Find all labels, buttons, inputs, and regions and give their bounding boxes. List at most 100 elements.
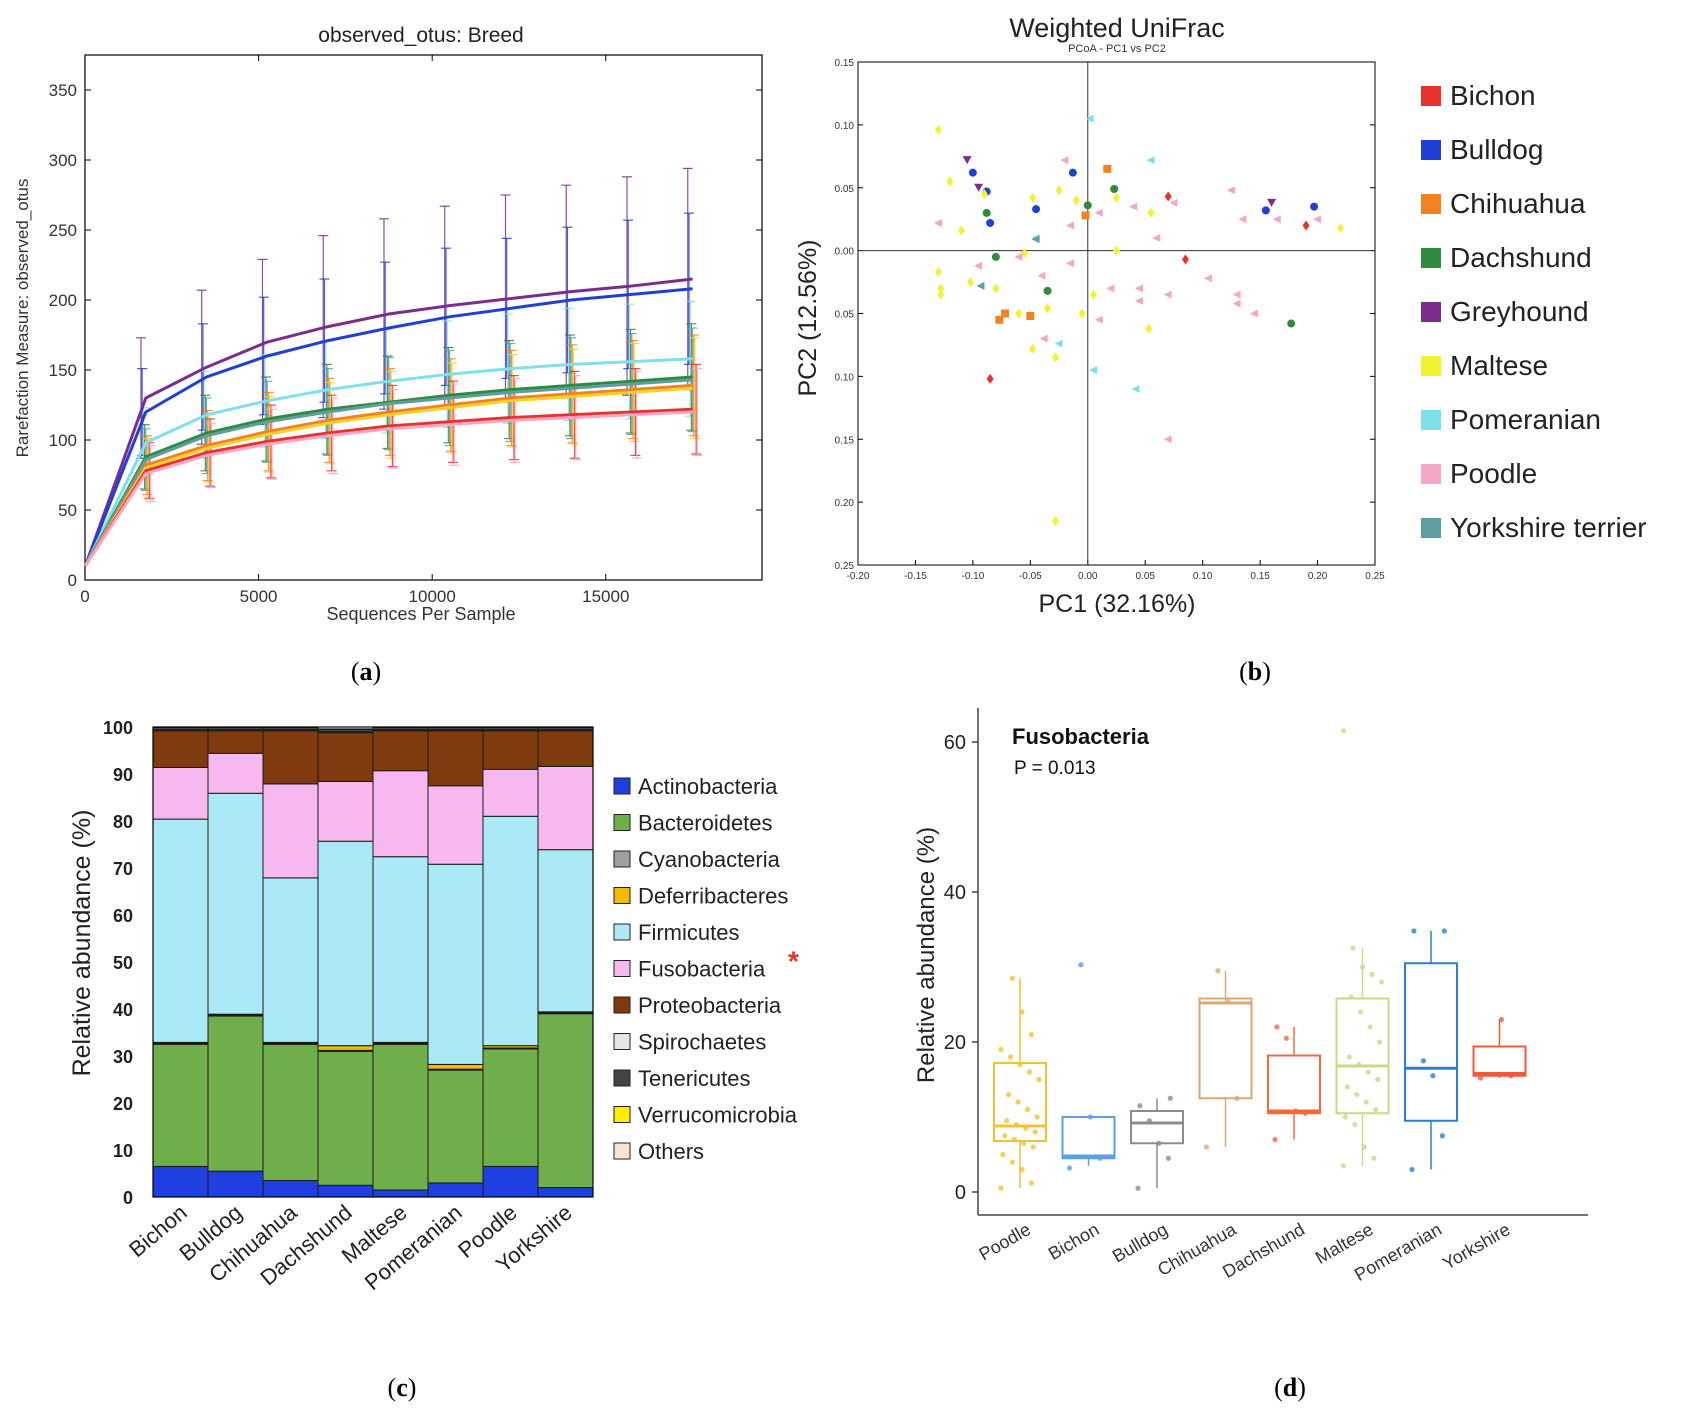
panel-a-label: a — [360, 657, 373, 686]
panel-b-point-poodle — [1134, 296, 1143, 305]
panel-c-label: c — [396, 1373, 408, 1402]
panel-b-subtitle: PCoA - PC1 vs PC2 — [1068, 43, 1166, 55]
panel-d-data-point — [1371, 1155, 1377, 1161]
panel-a-plot-frame — [84, 54, 763, 581]
panel-b-legend-swatch — [1421, 410, 1441, 430]
panel-d-label: d — [1283, 1373, 1298, 1402]
panel-c-bar-segment-fusobacteria — [152, 766, 209, 820]
panel-c-legend-swatch — [613, 1142, 631, 1160]
panel-b-point-maltese — [1072, 195, 1080, 206]
panel-b-point-poodle — [1066, 221, 1075, 230]
panel-c-bar-segment-actinobacteria — [537, 1187, 594, 1198]
panel-d-data-point — [1498, 1016, 1504, 1023]
panel-d-data-point — [1019, 1009, 1025, 1015]
panel-c-legend-label: Fusobacteria — [638, 957, 766, 982]
panel-d-ytick-label: 60 — [944, 732, 966, 754]
panel-c-bar-segment-bacteroidetes — [207, 1015, 264, 1172]
panel-d-data-point — [1430, 1073, 1436, 1079]
panel-d-data-point — [1373, 1106, 1379, 1113]
panel-a-ytick-label: 150 — [49, 361, 77, 380]
panel-b-xtick-label: 0.20 — [1308, 571, 1328, 582]
panel-d-box-bichon — [1061, 1116, 1116, 1160]
panel-b-point-maltese — [937, 283, 945, 294]
panel-d-data-point — [1340, 728, 1347, 734]
panel-b-point-poodle — [1232, 290, 1241, 299]
panel-b-point-bulldog — [1068, 168, 1077, 177]
panel-b-xtick-label: 0.00 — [1078, 571, 1098, 582]
panel-c-significance-marker: * — [788, 946, 799, 977]
panel-d-data-point — [1302, 1110, 1308, 1116]
panel-b-point-maltese — [1090, 289, 1098, 300]
panel-c-bar-segment-firmicutes — [317, 840, 374, 1047]
panel-b-legend-swatch — [1421, 140, 1441, 160]
panel-d-category-label: Poodle — [975, 1219, 1034, 1264]
panel-d-data-point — [1346, 1054, 1352, 1060]
panel-b-point-maltese — [1145, 323, 1153, 334]
panel-d-data-point — [1342, 1114, 1348, 1120]
panel-d-box-chihuahua — [1198, 997, 1253, 1100]
panel-b-legend: Bichon Bulldog Chihuahua Dachshund Greyhound… — [1421, 80, 1647, 543]
panel-d-data-point — [1004, 1118, 1010, 1124]
panel-c-legend-swatch — [613, 923, 631, 941]
panel-b-pcoa-chart: Weighted UniFrac PCoA - PC1 vs PC2 PC1 (… — [794, 13, 1647, 686]
panel-b-point-chihuahua — [1103, 164, 1112, 173]
panel-b-point-bichon — [1302, 220, 1310, 231]
panel-b-point-bulldog — [1032, 205, 1041, 214]
panel-b-point-poodle — [1094, 208, 1103, 217]
panel-c-bar-segment-bacteroidetes — [482, 1048, 539, 1167]
panel-b-point-maltese — [1052, 352, 1060, 363]
panel-d-data-point — [1002, 1133, 1008, 1139]
panel-d-data-point — [998, 1185, 1004, 1191]
panel-b-legend-swatch — [1421, 194, 1441, 214]
panel-d-data-point — [1030, 1144, 1036, 1150]
panel-c-legend-swatch — [613, 887, 631, 904]
panel-b-ytick-label: 0.05 — [835, 184, 855, 195]
panel-d-data-point — [1356, 1061, 1362, 1068]
panel-a-ytick-label: 100 — [49, 431, 77, 450]
panel-d-data-point — [1350, 945, 1356, 951]
panel-b-point-maltese — [934, 124, 942, 135]
panel-b-point-dachshund — [982, 208, 991, 217]
panel-b-point-dachshund — [1110, 185, 1119, 194]
panel-c-bar-segment-actinobacteria — [482, 1165, 539, 1198]
panel-a-ytick-label: 200 — [49, 291, 77, 310]
panel-c-bar-segment-actinobacteria — [372, 1189, 429, 1198]
panel-c-bar-segment-proteobacteria — [537, 730, 594, 767]
panel-b-ytick-label: 0.20 — [835, 498, 855, 509]
panel-d-data-point — [1344, 1084, 1350, 1090]
panel-c-bar-segment-fusobacteria — [207, 752, 264, 794]
panel-b-point-chihuahua — [1026, 312, 1035, 321]
panel-b-point-maltese — [946, 176, 954, 187]
panel-b-ytick-label: 0.25 — [835, 561, 855, 572]
panel-a-series-line-maltese — [84, 386, 693, 567]
panel-d-data-point — [1015, 1099, 1021, 1105]
panel-a-xlabel: Sequences Per Sample — [326, 604, 515, 624]
panel-d-data-point — [1009, 1159, 1016, 1165]
panel-d-data-point — [1023, 1125, 1029, 1131]
panel-b-xtick-label: -0.15 — [904, 571, 927, 582]
panel-d-data-point — [1036, 1076, 1042, 1083]
panel-b-ytick-label: 0.15 — [835, 58, 855, 69]
panel-d-data-point — [1361, 1144, 1367, 1150]
panel-b-point-maltese — [967, 277, 975, 288]
panel-d-box-pomeranian — [1404, 962, 1458, 1122]
panel-c-legend-label: Cyanobacteria — [638, 847, 781, 872]
panel-c-bar-segment-proteobacteria — [372, 730, 429, 772]
panel-d-data-point — [1272, 1136, 1278, 1143]
panel-b-point-poodle — [1232, 299, 1241, 308]
panel-c-bar-segment-proteobacteria — [152, 730, 209, 768]
panel-d-data-point — [1034, 1114, 1040, 1120]
panel-d-data-point — [1026, 1069, 1033, 1075]
panel-d-data-point — [1348, 994, 1354, 1000]
panel-b-point-poodle — [1226, 186, 1235, 195]
panel-b-point-greyhound — [974, 183, 984, 192]
panel-b-point-maltese — [1113, 245, 1120, 256]
panel-d-data-point — [1028, 1180, 1034, 1186]
panel-d-data-point — [1007, 1054, 1014, 1060]
panel-a-series-line-yorkshire-terrier — [83, 378, 693, 567]
panel-c-stacked-bar-chart: Relative abundance (%) 0 10 20 30 40 50 60 70 80… — [68, 718, 799, 1402]
panel-d-box-bulldog — [1130, 1110, 1184, 1145]
panel-b-point-pomeranian — [1146, 156, 1155, 165]
panel-b-title: Weighted UniFrac — [1009, 13, 1225, 43]
panel-b-point-pomeranian — [1085, 114, 1094, 123]
